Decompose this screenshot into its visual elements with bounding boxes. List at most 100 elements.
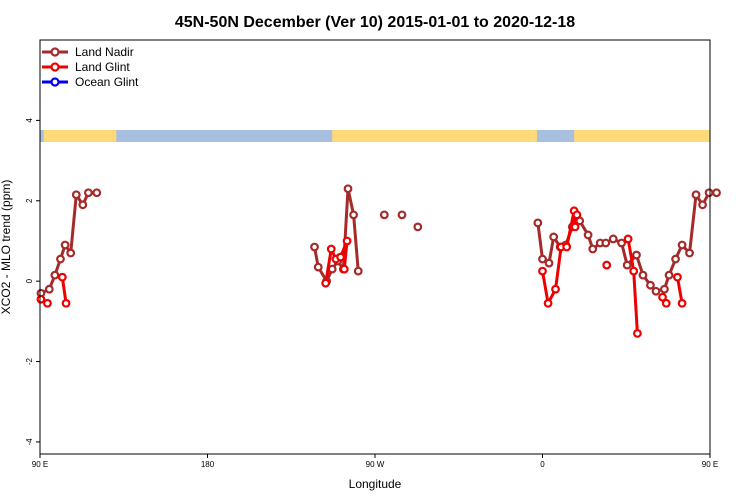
land-ocean-band bbox=[40, 130, 710, 142]
data-point-land-nadir bbox=[685, 248, 694, 258]
x-tick-label: 180 bbox=[201, 460, 215, 469]
data-point-land-nadir bbox=[50, 270, 60, 280]
data-point-land-nadir bbox=[583, 230, 593, 240]
data-point-land-glint bbox=[543, 298, 553, 308]
data-point-land-nadir bbox=[544, 258, 554, 268]
data-point-land-glint bbox=[602, 260, 612, 270]
data-point-land-nadir bbox=[651, 286, 661, 296]
data-point-land-glint bbox=[551, 284, 560, 294]
land-segment bbox=[574, 130, 710, 142]
data-point-land-nadir bbox=[66, 248, 76, 258]
legend-label: Ocean Glint bbox=[75, 75, 139, 89]
x-axis-label: Longitude bbox=[349, 477, 402, 491]
legend-label: Land Nadir bbox=[75, 45, 134, 59]
legend-label: Land Glint bbox=[75, 60, 130, 74]
series-land-nadir bbox=[36, 184, 721, 298]
data-point-land-nadir bbox=[92, 188, 102, 198]
data-point-land-nadir bbox=[538, 254, 547, 264]
data-point-land-nadir bbox=[617, 238, 626, 248]
data-point-land-nadir bbox=[44, 284, 54, 294]
chart-title: 45N-50N December (Ver 10) 2015-01-01 to … bbox=[175, 14, 575, 31]
series-line-land-glint bbox=[675, 276, 684, 304]
data-point-land-nadir bbox=[704, 188, 714, 198]
data-point-land-nadir bbox=[397, 210, 407, 220]
data-point-land-nadir bbox=[712, 188, 721, 198]
data-point-land-nadir bbox=[549, 232, 559, 242]
data-point-land-nadir bbox=[660, 284, 669, 294]
data-point-land-nadir bbox=[691, 190, 701, 200]
data-point-land-nadir bbox=[78, 200, 88, 210]
legend-item-ocean-glint: Ocean Glint bbox=[42, 75, 139, 89]
data-point-land-glint bbox=[57, 272, 67, 282]
data-point-land-glint bbox=[562, 242, 572, 252]
data-point-land-glint bbox=[43, 298, 52, 308]
data-point-land-nadir bbox=[56, 254, 65, 264]
data-point-land-nadir bbox=[664, 270, 674, 280]
data-point-land-glint bbox=[673, 272, 682, 282]
series-land-glint bbox=[36, 206, 687, 338]
data-point-land-glint bbox=[629, 266, 639, 276]
data-point-land-glint bbox=[336, 252, 345, 262]
data-point-land-nadir bbox=[646, 280, 655, 290]
data-point-land-glint bbox=[623, 234, 633, 244]
x-tick-label: 0 bbox=[540, 460, 545, 469]
data-point-land-glint bbox=[538, 266, 547, 276]
data-point-land-glint bbox=[326, 244, 336, 254]
data-point-land-glint bbox=[342, 236, 352, 246]
data-point-land-glint bbox=[36, 294, 46, 304]
data-point-land-nadir bbox=[622, 260, 632, 270]
series-line-land-nadir bbox=[40, 191, 97, 295]
x-tick-label: 90 E bbox=[702, 460, 718, 469]
data-point-land-nadir bbox=[638, 270, 648, 280]
y-axis: -4 -2 0 2 4 bbox=[25, 118, 40, 446]
x-tick-label: 90 W bbox=[366, 460, 385, 469]
series-layer bbox=[36, 184, 721, 338]
land-segment bbox=[43, 130, 117, 142]
data-point-land-nadir bbox=[343, 184, 353, 194]
legend-marker bbox=[50, 77, 60, 87]
y-tick-label: -4 bbox=[25, 438, 34, 446]
data-point-land-nadir bbox=[677, 240, 687, 250]
data-point-land-glint bbox=[321, 278, 331, 288]
data-point-land-nadir bbox=[413, 222, 423, 232]
data-point-land-nadir bbox=[353, 266, 363, 276]
data-point-land-nadir bbox=[601, 238, 611, 248]
data-point-land-nadir bbox=[588, 244, 598, 254]
data-point-land-glint bbox=[572, 210, 582, 220]
data-point-land-glint bbox=[677, 298, 687, 308]
legend-marker bbox=[50, 62, 60, 72]
legend-item-land-nadir: Land Nadir bbox=[42, 45, 134, 59]
data-point-land-nadir bbox=[313, 262, 323, 272]
y-tick-label: -2 bbox=[25, 357, 34, 365]
data-point-land-nadir bbox=[608, 234, 618, 244]
y-tick-label: 4 bbox=[25, 118, 34, 123]
data-point-land-nadir bbox=[379, 210, 389, 220]
data-point-land-glint bbox=[661, 298, 671, 308]
y-axis-label: XCO2 - MLO trend (ppm) bbox=[0, 180, 13, 315]
data-point-land-nadir bbox=[327, 264, 337, 274]
data-point-land-glint bbox=[658, 292, 667, 302]
data-point-land-nadir bbox=[349, 210, 358, 220]
data-point-land-nadir bbox=[83, 188, 93, 198]
x-axis: 90 E 180 90 W 0 90 E bbox=[32, 454, 718, 469]
data-point-land-nadir bbox=[60, 240, 70, 250]
data-point-land-glint bbox=[61, 298, 71, 308]
legend-item-land-glint: Land Glint bbox=[42, 60, 130, 74]
data-point-land-nadir bbox=[698, 200, 707, 210]
data-point-land-nadir bbox=[533, 218, 543, 228]
data-point-land-glint bbox=[339, 264, 349, 274]
data-point-land-nadir bbox=[671, 254, 680, 264]
plot-frame bbox=[39, 39, 711, 455]
data-point-land-glint bbox=[570, 222, 580, 232]
y-tick-label: 2 bbox=[25, 198, 34, 203]
data-point-land-nadir bbox=[310, 242, 319, 252]
x-tick-label: 90 E bbox=[32, 460, 48, 469]
data-point-land-nadir bbox=[632, 250, 641, 260]
data-point-land-nadir bbox=[71, 190, 81, 200]
land-segment bbox=[332, 130, 537, 142]
data-point-land-glint bbox=[633, 329, 642, 338]
legend-marker bbox=[50, 47, 60, 57]
y-tick-label: 0 bbox=[25, 278, 34, 283]
